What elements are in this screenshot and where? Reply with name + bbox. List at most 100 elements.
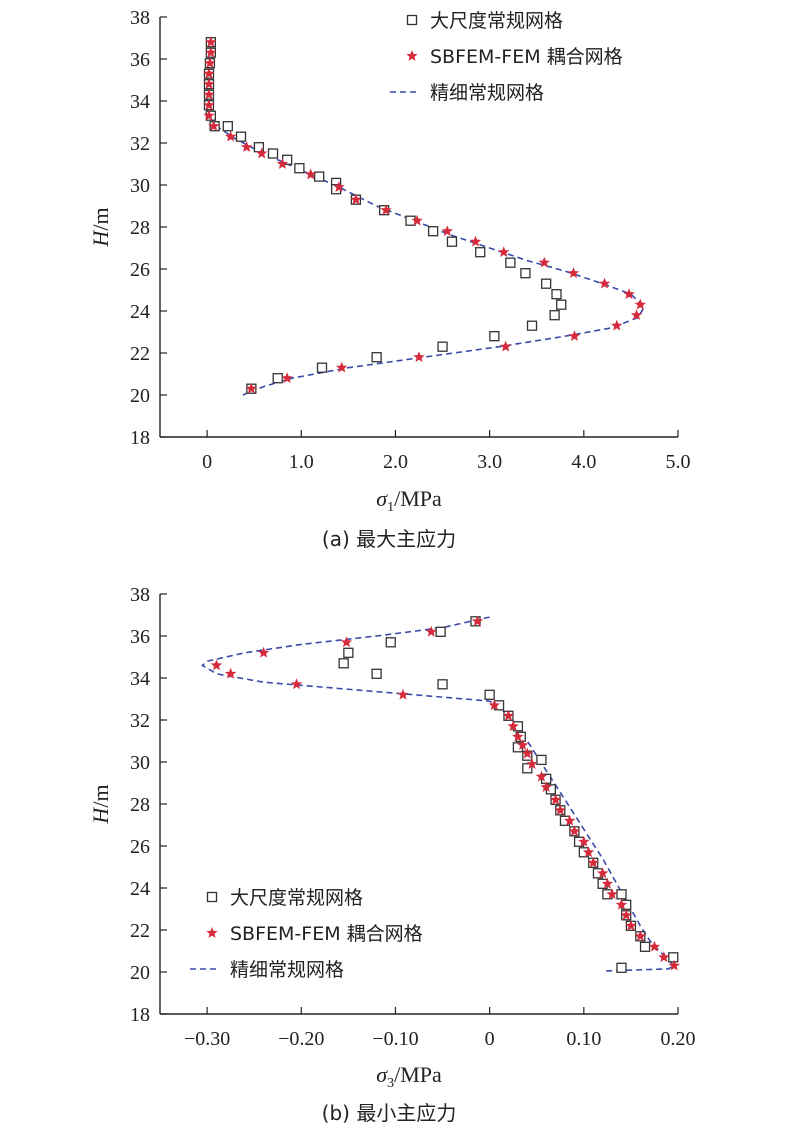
star-point	[611, 319, 623, 331]
y-tick-label: 22	[130, 343, 150, 365]
y-tick-label: 18	[130, 427, 150, 449]
square-point	[338, 658, 349, 669]
star-point	[333, 181, 345, 192]
square-point	[343, 647, 354, 658]
star-point	[488, 699, 501, 711]
x-tick-label: 0.20	[661, 1028, 696, 1050]
square-point	[520, 268, 531, 279]
square-point	[484, 689, 495, 700]
square-point	[272, 373, 283, 384]
star-point	[498, 246, 510, 258]
star-point	[526, 758, 538, 769]
square-point	[489, 331, 500, 342]
x-tick-label: −0.20	[278, 1028, 324, 1050]
star-point	[245, 382, 258, 394]
square-point	[526, 320, 538, 331]
chart-panel-b: 18 20 22 24 26 28 30 32 34 36 38 −0.30 −0.20 −0.10 0 0.…	[88, 584, 696, 1125]
star-point	[540, 781, 552, 793]
star-point	[516, 739, 529, 751]
y-tick-label: 34	[130, 91, 150, 113]
star-point	[615, 898, 628, 910]
star-point	[582, 846, 595, 858]
square-point	[371, 352, 382, 363]
star-point	[578, 835, 590, 847]
star-point	[380, 204, 392, 216]
star-point	[568, 825, 581, 837]
star-point	[203, 67, 215, 79]
y-tick-label: 34	[130, 668, 150, 690]
square-point	[385, 637, 396, 648]
star-point	[224, 667, 237, 679]
star-point	[554, 804, 566, 816]
series-line-fine-mesh	[206, 37, 646, 396]
x-tick-label: 5.0	[666, 451, 691, 473]
star-point	[568, 330, 581, 342]
x-axis-title: σ1/MPa	[376, 486, 442, 515]
star-point	[596, 867, 609, 879]
star-point	[668, 959, 680, 971]
star-point	[257, 646, 270, 658]
x-tick-label: 4.0	[571, 451, 596, 473]
star-point	[625, 919, 637, 931]
star-point	[598, 277, 611, 289]
star-point	[549, 793, 562, 805]
legend-star-marker	[206, 927, 218, 938]
x-tick-label: 0.10	[566, 1028, 601, 1050]
star-point	[205, 46, 217, 58]
square-point	[222, 121, 233, 132]
star-point	[521, 747, 534, 759]
y-tick-label: 18	[130, 1004, 150, 1026]
star-point	[276, 158, 289, 169]
legend-label: 大尺度常规网格	[230, 887, 363, 909]
star-point	[203, 78, 215, 90]
star-point	[281, 372, 293, 384]
square-point	[437, 341, 448, 352]
square-point	[549, 310, 560, 321]
star-point	[425, 625, 437, 637]
legend-square-marker	[206, 891, 218, 903]
y-tick-label: 32	[130, 710, 150, 732]
square-point	[505, 257, 516, 268]
star-point	[499, 340, 512, 352]
star-point	[471, 615, 484, 627]
y-axis-title: H/m	[88, 784, 113, 824]
star-point	[563, 814, 576, 826]
square-point	[435, 626, 446, 637]
x-tick-label: 0	[485, 1028, 495, 1050]
square-point	[427, 226, 439, 237]
y-tick-label: 38	[130, 584, 150, 606]
square-point	[235, 131, 247, 142]
chart-panel-a: 18 20 22 24 26 28 30 32 34 36 38 0 1.0 2.0 3.0 4.0 5.0 H/…	[88, 7, 691, 551]
star-point	[336, 361, 348, 373]
y-tick-label: 32	[130, 133, 150, 155]
y-tick-label: 38	[130, 7, 150, 29]
star-point	[502, 709, 515, 721]
legend-label: SBFEM-FEM 耦合网格	[230, 923, 423, 945]
star-point	[630, 309, 643, 321]
star-point	[290, 678, 303, 690]
star-point	[210, 659, 223, 671]
square-point	[536, 754, 547, 766]
square-point	[267, 148, 279, 159]
star-point	[538, 256, 550, 268]
square-point	[475, 247, 486, 258]
star-point	[658, 951, 670, 963]
square-point	[316, 362, 328, 373]
x-tick-label: 0	[202, 451, 212, 473]
star-point	[240, 141, 253, 153]
star-point	[224, 130, 237, 142]
star-point	[203, 88, 215, 100]
star-point	[601, 877, 614, 889]
square-point	[540, 278, 552, 289]
y-tick-label: 24	[130, 878, 150, 900]
y-tick-label: 30	[130, 175, 150, 197]
x-tick-label: 3.0	[477, 451, 502, 473]
star-point	[397, 688, 409, 700]
y-tick-label: 24	[130, 301, 150, 323]
square-point	[551, 289, 562, 300]
square-point	[616, 962, 627, 973]
star-point	[469, 235, 482, 247]
star-point	[648, 940, 661, 952]
y-tick-label: 20	[130, 962, 150, 984]
